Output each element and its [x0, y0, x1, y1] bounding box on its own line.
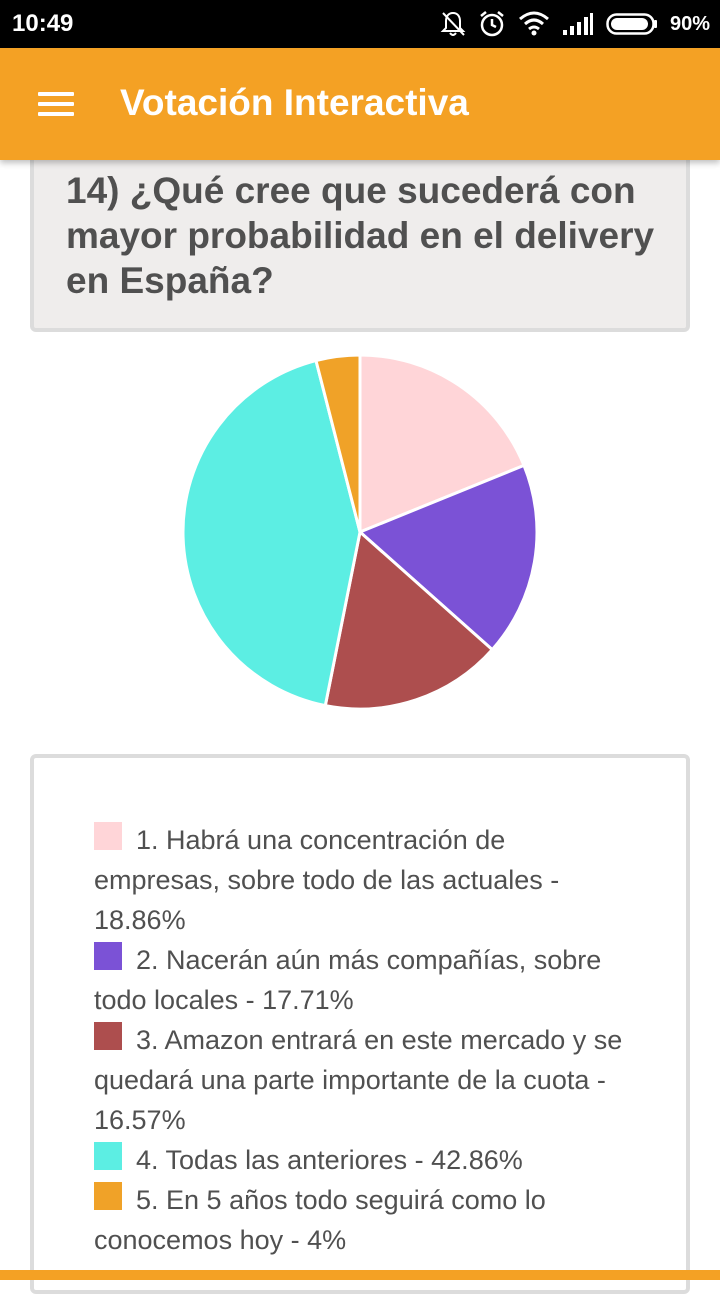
legend-label: 4. Todas las anteriores - 42.86% [136, 1145, 523, 1175]
legend-label: 5. En 5 años todo seguirá como lo conoce… [94, 1185, 546, 1255]
legend-item: 3. Amazon entrará en este mercado y se q… [94, 1020, 624, 1140]
pie-slice-4 [181, 358, 362, 708]
question-card: 14) ¿Qué cree que sucederá con mayor pro… [30, 150, 690, 332]
pie-slice-3 [323, 529, 495, 711]
pie-slice-2 [357, 463, 539, 652]
legend-item: 4. Todas las anteriores - 42.86% [94, 1140, 624, 1180]
pie-slice-5 [314, 353, 362, 533]
legend-swatch [94, 1182, 122, 1210]
hamburger-menu-icon[interactable] [28, 84, 84, 124]
legend-swatch [94, 1022, 122, 1050]
pie-slice-1 [358, 353, 526, 535]
legend-swatch [94, 822, 122, 850]
legend-swatch [94, 942, 122, 970]
legend-swatch [94, 1142, 122, 1170]
legend-item: 1. Habrá una concentración de empresas, … [94, 820, 624, 940]
battery-icon [606, 13, 657, 35]
legend-item: 2. Nacerán aún más compañías, sobre todo… [94, 940, 624, 1020]
bottom-bar [0, 1270, 720, 1280]
legend-card: 1. Habrá una concentración de empresas, … [30, 754, 690, 1294]
wifi-icon [518, 11, 549, 36]
app-title: Votación Interactiva [120, 82, 469, 123]
status-time: 10:49 [12, 10, 74, 37]
status-icons: 90% [440, 8, 710, 40]
legend-label: 2. Nacerán aún más compañías, sobre todo… [94, 945, 602, 1015]
legend-item: 5. En 5 años todo seguirá como lo conoce… [94, 1180, 624, 1260]
app-bar: Votación Interactiva [0, 48, 720, 160]
status-bar: 10:49 90% [0, 0, 720, 48]
battery-percent: 90% [669, 12, 710, 35]
legend-label: 3. Amazon entrará en este mercado y se q… [94, 1025, 623, 1135]
legend-list: 1. Habrá una concentración de empresas, … [94, 820, 624, 1260]
pie-chart [181, 353, 539, 711]
alarm-icon [480, 11, 504, 37]
legend-label: 1. Habrá una concentración de empresas, … [94, 825, 560, 935]
notifications-off-icon [440, 11, 466, 36]
question-text: 14) ¿Qué cree que sucederá con mayor pro… [66, 170, 655, 301]
signal-icon [562, 13, 593, 35]
